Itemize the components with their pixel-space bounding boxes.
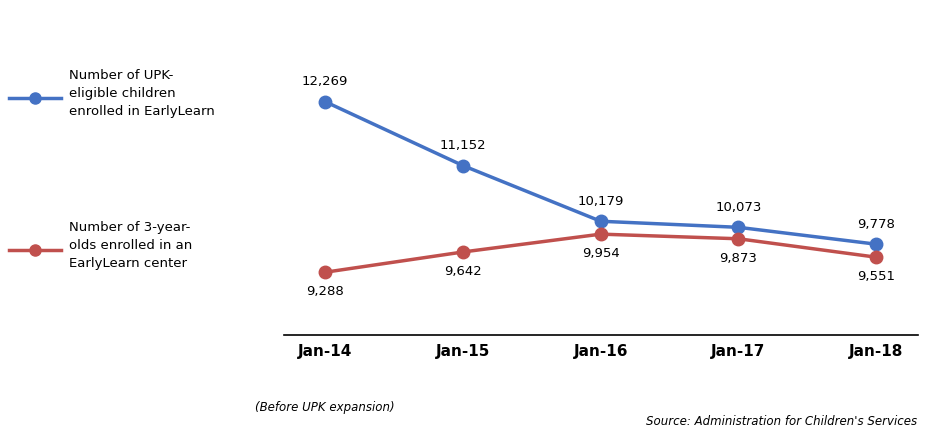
Text: 9,778: 9,778 xyxy=(857,218,895,231)
Text: 9,642: 9,642 xyxy=(444,265,482,278)
Text: 10,073: 10,073 xyxy=(715,201,762,214)
Text: 9,551: 9,551 xyxy=(857,270,895,283)
Text: Source: Administration for Children's Services: Source: Administration for Children's Se… xyxy=(646,415,918,428)
Text: (Before UPK expansion): (Before UPK expansion) xyxy=(255,401,394,414)
Text: Number of UPK-
eligible children
enrolled in EarlyLearn: Number of UPK- eligible children enrolle… xyxy=(69,69,215,118)
Text: 10,179: 10,179 xyxy=(577,195,624,208)
Text: 9,288: 9,288 xyxy=(307,285,344,298)
Text: 9,954: 9,954 xyxy=(582,247,620,260)
Text: Number of 3-year-
olds enrolled in an
EarlyLearn center: Number of 3-year- olds enrolled in an Ea… xyxy=(69,221,192,270)
Text: 12,269: 12,269 xyxy=(302,75,348,88)
Text: 9,873: 9,873 xyxy=(720,252,758,265)
Text: 11,152: 11,152 xyxy=(440,140,486,153)
